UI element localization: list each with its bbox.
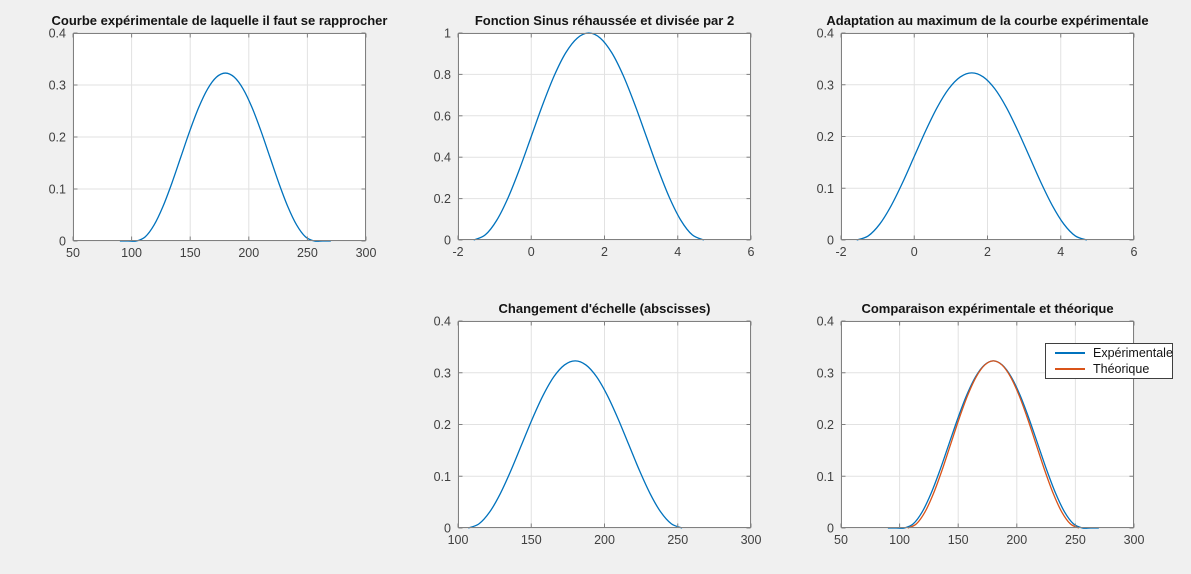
svg-text:100: 100 [889, 533, 910, 547]
svg-text:4: 4 [674, 245, 681, 259]
legend-label: Expérimentale [1093, 346, 1173, 360]
svg-text:300: 300 [1124, 533, 1145, 547]
legend-label: Théorique [1093, 362, 1150, 376]
legend-entry-experimental: Expérimentale [1046, 345, 1173, 361]
axes-canvas: -2 0 2 4 600.20.40.60.81 [434, 27, 755, 260]
subplot-sine-function: Fonction Sinus réhaussée et divisée par … [434, 13, 755, 260]
svg-text:0.8: 0.8 [434, 68, 451, 82]
svg-text:0.3: 0.3 [434, 366, 451, 380]
svg-text:0: 0 [444, 234, 451, 248]
svg-text:250: 250 [1065, 533, 1086, 547]
svg-text:0.3: 0.3 [817, 78, 834, 92]
svg-text:0.2: 0.2 [817, 418, 834, 432]
svg-text:1: 1 [444, 27, 451, 41]
svg-text:0.2: 0.2 [434, 192, 451, 206]
svg-text:-2: -2 [452, 245, 463, 259]
legend-entry-theoretical: Théorique [1046, 361, 1172, 377]
svg-text:200: 200 [238, 246, 259, 260]
svg-text:250: 250 [297, 246, 318, 260]
svg-text:0.6: 0.6 [434, 109, 451, 123]
subplot-comparison: Comparaison expérimentale et théorique 5… [817, 301, 1173, 547]
svg-text:0: 0 [827, 522, 834, 536]
svg-text:150: 150 [521, 533, 542, 547]
svg-text:6: 6 [748, 245, 755, 259]
svg-text:50: 50 [66, 246, 80, 260]
svg-text:0.1: 0.1 [49, 183, 66, 197]
svg-text:2: 2 [601, 245, 608, 259]
svg-text:6: 6 [1131, 245, 1138, 259]
svg-text:0.2: 0.2 [817, 130, 834, 144]
svg-text:300: 300 [741, 533, 762, 547]
svg-text:2: 2 [984, 245, 991, 259]
svg-text:4: 4 [1057, 245, 1064, 259]
legend-line-sample-blue [1055, 352, 1085, 354]
axes-canvas: 50 100 150 200 250 300 0 0.1 0.2 0.3 0.4 [49, 27, 377, 261]
plot-title: Adaptation au maximum de la courbe expér… [826, 13, 1149, 28]
svg-text:0: 0 [444, 522, 451, 536]
svg-text:0: 0 [528, 245, 535, 259]
axes-canvas: 100 150 200 250 300 0 0.1 0.2 0.3 0.4 [434, 315, 762, 548]
svg-text:0: 0 [911, 245, 918, 259]
subplot-experimental-curve: Courbe expérimentale de laquelle il faut… [49, 13, 388, 261]
plot-title: Fonction Sinus réhaussée et divisée par … [474, 13, 735, 28]
axes-canvas: -2 0 2 4 600.10.20.30.4 [817, 27, 1138, 260]
svg-text:0.2: 0.2 [434, 418, 451, 432]
plot-title: Courbe expérimentale de laquelle il faut… [51, 13, 388, 28]
svg-text:50: 50 [834, 533, 848, 547]
legend-line-sample-orange [1055, 368, 1085, 370]
svg-text:0.1: 0.1 [817, 182, 834, 196]
plot-title: Comparaison expérimentale et théorique [861, 301, 1114, 316]
svg-text:0: 0 [59, 235, 66, 249]
svg-text:0.1: 0.1 [817, 470, 834, 484]
svg-text:100: 100 [121, 246, 142, 260]
svg-text:0.4: 0.4 [434, 315, 451, 329]
svg-text:0.3: 0.3 [817, 366, 834, 380]
svg-text:250: 250 [667, 533, 688, 547]
plot-title: Changement d'échelle (abscisses) [498, 301, 711, 316]
svg-text:0.4: 0.4 [817, 27, 834, 41]
subplot-x-rescaled: Changement d'échelle (abscisses) 100 150 2… [434, 301, 762, 548]
subplot-amplitude-adapted: Adaptation au maximum de la courbe expér… [817, 13, 1149, 260]
svg-text:150: 150 [948, 533, 969, 547]
svg-text:-2: -2 [835, 245, 846, 259]
svg-text:0.4: 0.4 [434, 151, 451, 165]
svg-text:100: 100 [448, 533, 469, 547]
svg-text:150: 150 [180, 246, 201, 260]
svg-text:0.4: 0.4 [817, 315, 834, 329]
svg-text:0.1: 0.1 [434, 470, 451, 484]
svg-text:0.2: 0.2 [49, 131, 66, 145]
svg-text:300: 300 [356, 246, 377, 260]
svg-text:0.3: 0.3 [49, 79, 66, 93]
svg-text:200: 200 [594, 533, 615, 547]
svg-text:0.4: 0.4 [49, 27, 66, 41]
legend: Expérimentale Théorique [1045, 343, 1173, 379]
svg-text:0: 0 [827, 234, 834, 248]
svg-text:200: 200 [1006, 533, 1027, 547]
